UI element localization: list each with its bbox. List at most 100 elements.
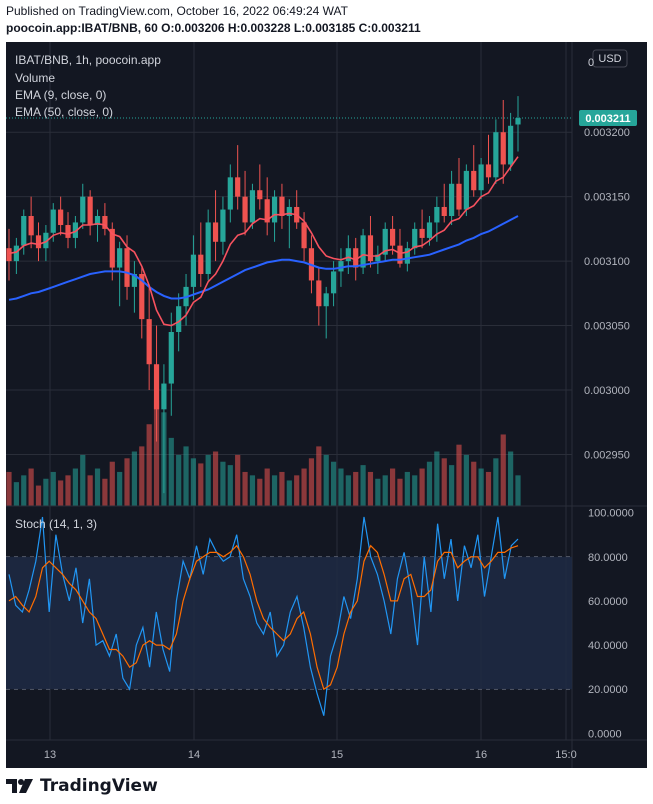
volume-bar [21, 475, 27, 506]
volume-bar [360, 465, 366, 506]
candle-body [94, 216, 101, 226]
candle-body [367, 235, 374, 262]
candle-body [139, 274, 145, 320]
chart-container[interactable]: 0.002950 0.003000 0.003050 0.003100 0.003150… [6, 42, 647, 768]
candle-body [80, 196, 86, 223]
time-tick-label: 15 [331, 749, 343, 761]
volume-bar [389, 468, 396, 506]
candle-body [330, 271, 337, 294]
tradingview-logo-icon [6, 779, 33, 793]
candle-body [124, 248, 130, 287]
published-caption: Published on TradingView.com, October 16… [6, 4, 348, 18]
candle-body [316, 280, 322, 307]
volume-bar [6, 471, 12, 506]
ema50-line [8, 215, 519, 301]
volume-bar [308, 458, 315, 506]
volume-bar [139, 446, 145, 506]
candle-body [264, 199, 270, 223]
volume-bar [375, 478, 381, 506]
volume-bar [43, 478, 49, 506]
volume-bar [198, 463, 204, 506]
volume-bar [397, 478, 403, 506]
candle-body [28, 216, 34, 236]
volume-bar [235, 454, 241, 506]
candle-body [397, 245, 403, 264]
volume-bar [190, 458, 197, 506]
candle-body [449, 183, 455, 216]
candle-body [257, 190, 263, 200]
candle-body [500, 132, 506, 165]
candle-body [515, 118, 521, 125]
time-tick-label: 16 [475, 749, 487, 761]
candle-body [205, 222, 211, 274]
candle-body [286, 206, 292, 216]
candle-body [345, 248, 351, 262]
volume-bar [353, 471, 359, 506]
candle-body [212, 222, 219, 242]
candle-body [50, 209, 56, 233]
volume-bar [87, 475, 93, 506]
volume-bar [117, 471, 123, 506]
time-axis[interactable]: 13 14 15 16 15:0 [44, 749, 577, 761]
volume-bar [456, 444, 462, 506]
volume-bar [500, 434, 506, 506]
legend-ema9[interactable]: EMA (9, close, 0) [15, 88, 106, 102]
candle-body [43, 232, 49, 249]
candle-body [13, 245, 19, 262]
volume-bar [176, 454, 182, 506]
candle-body [441, 206, 447, 216]
legend-stoch[interactable]: Stoch (14, 1, 3) [15, 517, 97, 531]
volume-bar [264, 468, 270, 506]
stoch-d-line [8, 544, 519, 691]
volume-bar [80, 454, 86, 506]
volume-bar [257, 478, 263, 506]
candle-body [72, 222, 78, 238]
stoch-tick-label: 60.0000 [588, 596, 628, 608]
volume-bar [35, 485, 42, 506]
volume-bar [463, 454, 469, 506]
volume-bar [478, 468, 484, 506]
volume-bar [205, 454, 211, 506]
candle-body [153, 364, 160, 410]
candle-body [360, 235, 366, 268]
candle-body [102, 216, 108, 229]
candle-body [508, 125, 514, 165]
tradingview-footer[interactable]: TradingView [6, 774, 158, 798]
candle-body [242, 196, 248, 223]
volume-bar [124, 458, 130, 506]
time-tick-label: 15:0 [555, 749, 576, 761]
candle-body [58, 209, 64, 226]
legend-ema50[interactable]: EMA (50, close, 0) [15, 105, 113, 119]
candle-body [35, 235, 42, 249]
volume-bar [404, 471, 410, 506]
candle-body [412, 228, 418, 249]
volume-bar [471, 461, 477, 506]
volume-bar [301, 468, 307, 506]
candle-body [220, 209, 226, 242]
volume-bar [94, 468, 101, 506]
volume-bar [249, 475, 256, 506]
candle-body [404, 248, 410, 264]
volume-bar [286, 480, 292, 506]
candle-body [227, 177, 233, 210]
volume-bar [227, 465, 233, 506]
candle-body [176, 306, 182, 332]
volume-bar [168, 437, 174, 506]
price-tick-label: 0.003000 [584, 385, 630, 397]
candle-body [338, 261, 344, 272]
candle-body [493, 132, 499, 178]
volume-bar [183, 446, 189, 506]
volume-bar [345, 475, 351, 506]
volume-bar [493, 458, 499, 506]
last-price-label: 0.003211 [585, 113, 630, 125]
candle-body [456, 183, 462, 210]
chart-svg[interactable]: 0.002950 0.003000 0.003050 0.003100 0.003150… [6, 42, 647, 768]
price-tick-label: 0.003200 [584, 127, 630, 139]
legend-symbol[interactable]: IBAT/BNB, 1h, poocoin.app [15, 53, 161, 67]
volume-bar [426, 461, 433, 506]
volume-bars [6, 400, 521, 506]
price-axis[interactable]: 0.002950 0.003000 0.003050 0.003100 0.003150… [584, 127, 634, 740]
currency-button[interactable] [592, 49, 628, 68]
legend-volume[interactable]: Volume [15, 71, 55, 85]
last-price-tag [579, 110, 637, 127]
